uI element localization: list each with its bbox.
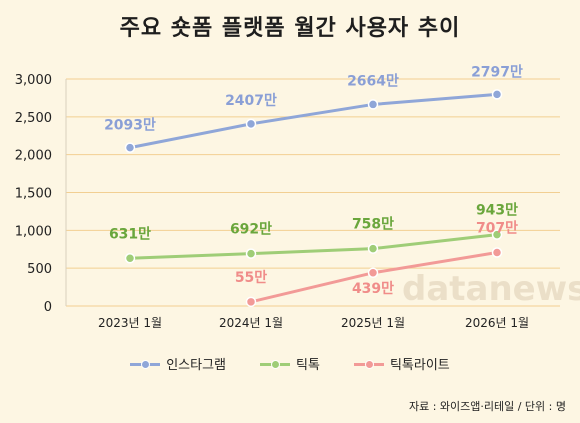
y-tick-label: 0 xyxy=(44,300,52,315)
data-label: 2093만 xyxy=(104,118,156,134)
x-tick-label: 2024년 1월 xyxy=(219,316,283,330)
y-tick-label: 500 xyxy=(27,262,52,277)
data-point xyxy=(124,253,136,264)
x-tick-label: 2026년 1월 xyxy=(465,316,529,330)
watermark: datanews xyxy=(402,269,580,309)
data-label: 631만 xyxy=(109,226,151,242)
legend: 인스타그램 틱톡 틱톡라이트 xyxy=(0,354,580,373)
legend-item-tiktok: 틱톡 xyxy=(260,354,320,373)
y-tick-label: 1,500 xyxy=(15,187,52,202)
y-tick-label: 1,000 xyxy=(15,224,52,239)
line-chart: 0 500 1,000 1,500 2,000 2,500 3,000 2023년 1월 202… xyxy=(15,64,580,330)
legend-item-instagram: 인스타그램 xyxy=(130,354,226,373)
source-note: 자료 : 와이즈앱·리테일 / 단위 : 명 xyxy=(408,400,566,413)
legend-label-instagram: 인스타그램 xyxy=(166,358,227,373)
data-label: 2407만 xyxy=(225,93,277,109)
data-point xyxy=(367,99,379,110)
data-label: 692만 xyxy=(230,222,272,238)
data-label: 439만 xyxy=(352,281,394,297)
data-point xyxy=(491,89,503,100)
series-line xyxy=(128,233,499,260)
series-line xyxy=(128,92,499,150)
data-label: 2664만 xyxy=(347,73,399,89)
x-tick-label: 2023년 1월 xyxy=(98,316,162,330)
data-point xyxy=(245,248,257,259)
legend-item-tiktok-lite: 틱톡라이트 xyxy=(353,354,450,373)
data-point xyxy=(491,229,503,240)
data-point xyxy=(367,243,379,254)
data-point xyxy=(245,118,257,130)
y-tick-label: 3,000 xyxy=(15,73,52,88)
y-tick-label: 2,000 xyxy=(15,149,52,164)
legend-swatch-instagram xyxy=(130,359,161,369)
legend-label-tiktok: 틱톡 xyxy=(296,358,320,373)
chart-title: 주요 숏폼 플랫폼 월간 사용자 추이 xyxy=(119,16,461,41)
legend-label-tiktok-lite: 틱톡라이트 xyxy=(389,358,450,373)
data-point xyxy=(491,247,503,258)
data-point xyxy=(124,142,136,153)
data-label: 2797만 xyxy=(471,64,523,80)
legend-swatch-tiktok xyxy=(260,359,291,369)
data-point xyxy=(245,296,257,308)
data-point xyxy=(367,267,379,279)
data-label: 758만 xyxy=(352,217,394,233)
data-label: 943만 xyxy=(476,203,518,219)
y-tick-label: 2,500 xyxy=(15,111,52,126)
x-tick-label: 2025년 1월 xyxy=(341,316,405,330)
data-label: 55만 xyxy=(235,270,267,286)
legend-swatch-tiktok-lite xyxy=(353,359,384,369)
data-label: 707만 xyxy=(476,221,518,237)
